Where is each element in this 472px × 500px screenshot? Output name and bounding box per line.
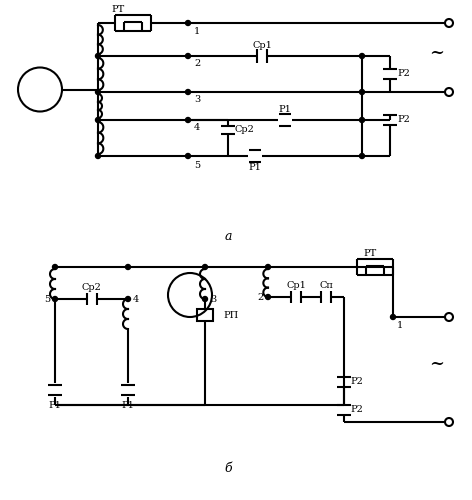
- Circle shape: [126, 264, 130, 270]
- Text: Ср1: Ср1: [286, 282, 306, 290]
- Text: ~: ~: [430, 354, 445, 372]
- Text: ~: ~: [430, 44, 445, 62]
- Circle shape: [185, 20, 191, 25]
- Text: Р2: Р2: [397, 70, 411, 78]
- Text: 4: 4: [194, 124, 200, 132]
- Circle shape: [202, 296, 208, 302]
- Text: 5: 5: [44, 294, 50, 304]
- Text: Р2: Р2: [351, 378, 363, 386]
- Circle shape: [52, 264, 58, 270]
- Text: 3: 3: [194, 96, 200, 104]
- Text: 1: 1: [397, 322, 403, 330]
- Circle shape: [95, 54, 101, 59]
- Text: Р2: Р2: [397, 116, 411, 124]
- Text: РТ: РТ: [363, 248, 377, 258]
- Circle shape: [360, 154, 364, 158]
- Circle shape: [126, 296, 130, 302]
- Circle shape: [390, 314, 396, 320]
- Text: б: б: [224, 462, 232, 474]
- Text: Р1: Р1: [278, 106, 291, 114]
- Circle shape: [265, 264, 270, 270]
- Circle shape: [52, 296, 58, 302]
- Text: а: а: [224, 230, 232, 243]
- Circle shape: [95, 90, 101, 94]
- Text: 5: 5: [194, 160, 200, 170]
- Circle shape: [202, 264, 208, 270]
- Text: Р1: Р1: [249, 162, 261, 172]
- Circle shape: [185, 54, 191, 59]
- Text: 3: 3: [210, 294, 216, 304]
- Text: Р2: Р2: [351, 406, 363, 414]
- Circle shape: [185, 118, 191, 122]
- Text: 1: 1: [194, 28, 200, 36]
- Text: Ср1: Ср1: [252, 40, 272, 50]
- Bar: [197, 309, 213, 321]
- Circle shape: [265, 294, 270, 300]
- Circle shape: [360, 118, 364, 122]
- Text: Р1: Р1: [122, 402, 135, 410]
- Text: Сп: Сп: [319, 282, 333, 290]
- Text: Ср2: Ср2: [234, 126, 254, 134]
- Text: 2: 2: [257, 292, 263, 302]
- Circle shape: [95, 154, 101, 158]
- Circle shape: [360, 90, 364, 94]
- Text: 4: 4: [133, 294, 139, 304]
- Text: Ср2: Ср2: [82, 284, 101, 292]
- Circle shape: [360, 54, 364, 59]
- Circle shape: [185, 90, 191, 94]
- Text: РТ: РТ: [111, 4, 125, 14]
- Circle shape: [95, 118, 101, 122]
- Text: Р1: Р1: [49, 402, 61, 410]
- Text: РП: РП: [223, 310, 238, 320]
- Circle shape: [185, 154, 191, 158]
- Text: 2: 2: [194, 60, 200, 68]
